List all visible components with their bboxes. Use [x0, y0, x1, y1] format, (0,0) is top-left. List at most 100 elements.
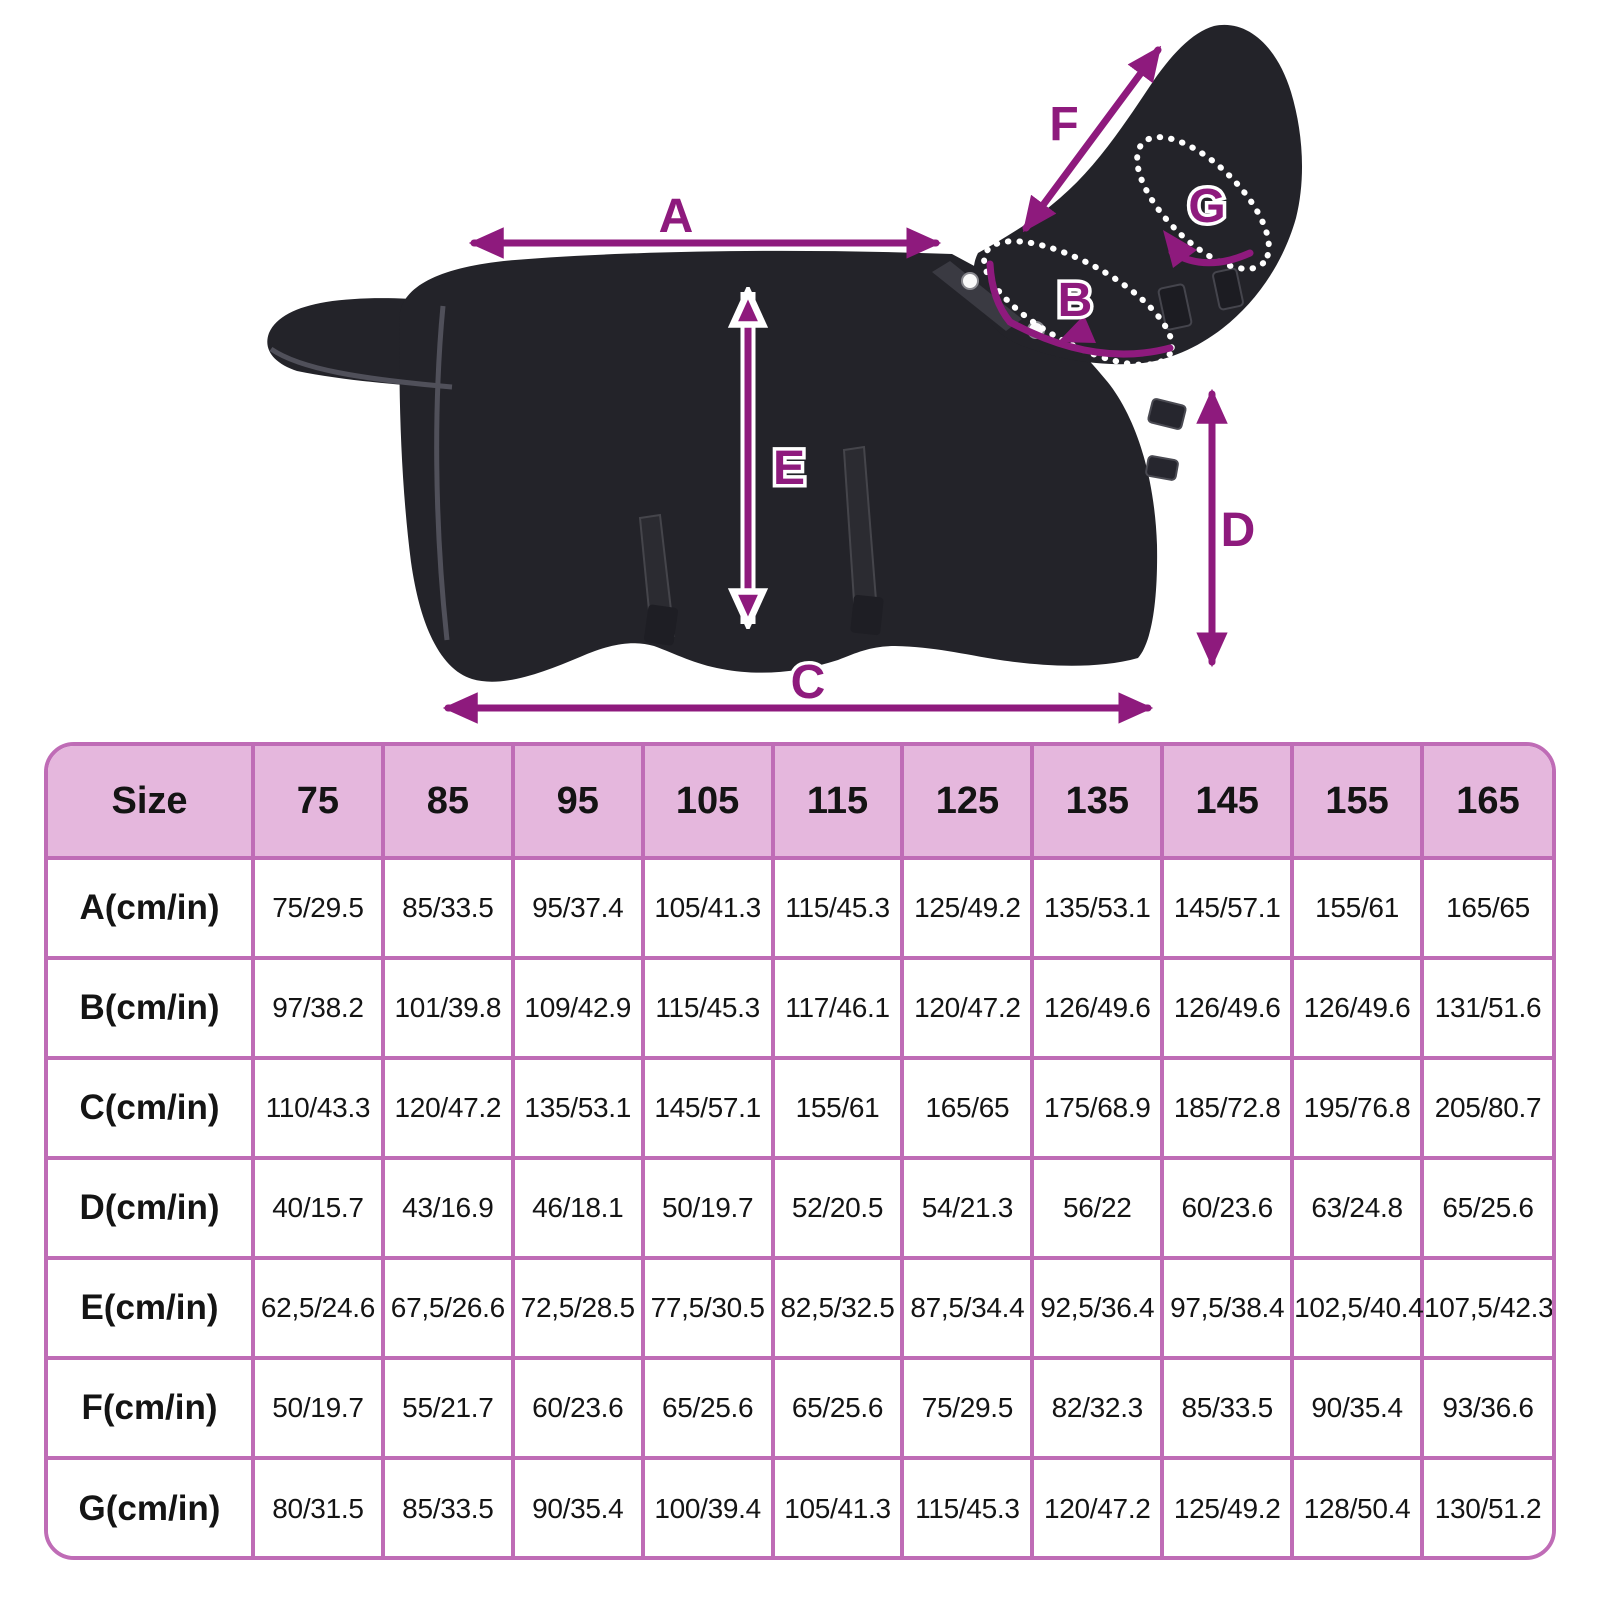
- table-cell: 155/61: [770, 1056, 905, 1160]
- table-cell: 43/16.9: [380, 1156, 515, 1260]
- front-leg-strap-buckle: [644, 604, 678, 646]
- table-cell: 50/19.7: [640, 1156, 775, 1260]
- size-column-header: 165: [1420, 746, 1552, 860]
- table-cell: 120/47.2: [380, 1056, 515, 1160]
- table-cell: 92,5/36.4: [1030, 1256, 1165, 1360]
- table-cell: 101/39.8: [380, 956, 515, 1060]
- table-cell: 126/49.6: [1160, 956, 1295, 1060]
- table-cell: 77,5/30.5: [640, 1256, 775, 1360]
- table-cell: 82/32.3: [1030, 1356, 1165, 1460]
- table-cell: 155/61: [1290, 856, 1425, 960]
- neck-base-measure-ellipse: [981, 238, 1175, 368]
- table-cell: 117/46.1: [770, 956, 905, 1060]
- size-column-header: 125: [900, 746, 1035, 860]
- table-cell: 115/45.3: [770, 856, 905, 960]
- measure-label-f: F: [1049, 98, 1078, 151]
- table-head: Size 75 85 95 105 115 125 135 145 155 165: [48, 746, 1552, 860]
- measure-label-c: C: [791, 656, 826, 709]
- table-cell: 120/47.2: [1030, 1456, 1165, 1556]
- table-row: F(cm/in) 50/19.7 55/21.7 60/23.6 65/25.6 65/2…: [48, 1356, 1552, 1460]
- row-label: D(cm/in): [48, 1156, 255, 1260]
- measure-arrow-f: [1022, 45, 1162, 233]
- table-cell: 62,5/24.6: [251, 1256, 385, 1360]
- row-label: G(cm/in): [48, 1456, 255, 1556]
- table-cell: 55/21.7: [380, 1356, 515, 1460]
- table-cell: 205/80.7: [1420, 1056, 1552, 1160]
- table-row: D(cm/in) 40/15.7 43/16.9 46/18.1 50/19.7 52/2…: [48, 1156, 1552, 1260]
- table-cell: 145/57.1: [640, 1056, 775, 1160]
- table-cell: 87,5/34.4: [900, 1256, 1035, 1360]
- table-cell: 82,5/32.5: [770, 1256, 905, 1360]
- measure-label-a: A: [659, 190, 694, 243]
- table-row: G(cm/in) 80/31.5 85/33.5 90/35.4 100/39.4 105…: [48, 1456, 1552, 1556]
- table-cell: 56/22: [1030, 1156, 1165, 1260]
- rear-strap-keeper-upper: [1147, 398, 1187, 430]
- table-cell: 125/49.2: [1160, 1456, 1295, 1556]
- table-row: B(cm/in) 97/38.2 101/39.8 109/42.9 115/45.3 1…: [48, 956, 1552, 1060]
- size-column-header: 155: [1290, 746, 1425, 860]
- table-cell: 60/23.6: [1160, 1156, 1295, 1260]
- neck-connector-strap: [932, 261, 1022, 331]
- rear-edge-binding: [434, 305, 450, 641]
- measure-arrow-g: [1163, 230, 1254, 268]
- table-cell: 102,5/40.4: [1290, 1256, 1425, 1360]
- table-cell: 85/33.5: [380, 1456, 515, 1556]
- rear-strap-keeper-lower: [1145, 455, 1179, 481]
- table-cell: 109/42.9: [510, 956, 645, 1060]
- table-cell: 105/41.3: [640, 856, 775, 960]
- table-cell: 97/38.2: [251, 956, 385, 1060]
- size-chart: Size 75 85 95 105 115 125 135 145 155 165 A(cm/in)…: [44, 742, 1556, 1560]
- table-body: A(cm/in) 75/29.5 85/33.5 95/37.4 105/41.3 115…: [48, 856, 1552, 1556]
- row-label: F(cm/in): [48, 1356, 255, 1460]
- table-cell: 128/50.4: [1290, 1456, 1425, 1556]
- row-label: E(cm/in): [48, 1256, 255, 1360]
- table-cell: 67,5/26.6: [380, 1256, 515, 1360]
- belly-strap-buckle: [850, 594, 884, 636]
- table-row: E(cm/in) 62,5/24.6 67,5/26.6 72,5/28.5 77,5/…: [48, 1256, 1552, 1360]
- measure-arrow-b: [986, 260, 1174, 358]
- table-cell: 95/37.4: [510, 856, 645, 960]
- size-column-header: 105: [640, 746, 775, 860]
- measure-label-d: D: [1221, 504, 1256, 557]
- table-cell: 131/51.6: [1420, 956, 1552, 1060]
- table-cell: 65/25.6: [640, 1356, 775, 1460]
- table-cell: 130/51.2: [1420, 1456, 1552, 1556]
- table-cell: 125/49.2: [900, 856, 1035, 960]
- size-column-header: 135: [1030, 746, 1165, 860]
- table-cell: 126/49.6: [1290, 956, 1425, 1060]
- table-cell: 100/39.4: [640, 1456, 775, 1556]
- table-cell: 165/65: [900, 1056, 1035, 1160]
- size-column-header: 75: [251, 746, 385, 860]
- table-cell: 40/15.7: [251, 1156, 385, 1260]
- table-cell: 54/21.3: [900, 1156, 1035, 1260]
- table-cell: 80/31.5: [251, 1456, 385, 1556]
- table-cell: 90/35.4: [1290, 1356, 1425, 1460]
- tail-flap-binding: [269, 346, 453, 390]
- table-cell: 126/49.6: [1030, 956, 1165, 1060]
- table-cell: 75/29.5: [251, 856, 385, 960]
- table-cell: 135/53.1: [510, 1056, 645, 1160]
- table-cell: 65/25.6: [1420, 1156, 1552, 1260]
- row-label: C(cm/in): [48, 1056, 255, 1160]
- table-cell: 85/33.5: [380, 856, 515, 960]
- table-cell: 97,5/38.4: [1160, 1256, 1295, 1360]
- table-cell: 165/65: [1420, 856, 1552, 960]
- table-cell: 120/47.2: [900, 956, 1035, 1060]
- size-column-header: 145: [1160, 746, 1295, 860]
- table-header-row: Size 75 85 95 105 115 125 135 145 155 165: [48, 746, 1552, 860]
- table-cell: 145/57.1: [1160, 856, 1295, 960]
- measure-label-e: E: [773, 442, 805, 495]
- table-cell: 72,5/28.5: [510, 1256, 645, 1360]
- table-cell: 75/29.5: [900, 1356, 1035, 1460]
- measure-label-g: G: [1188, 180, 1225, 233]
- table-cell: 185/72.8: [1160, 1056, 1295, 1160]
- neck-mid-measure-ellipse: [1134, 134, 1272, 272]
- table-cell: 50/19.7: [251, 1356, 385, 1460]
- table-cell: 115/45.3: [900, 1456, 1035, 1556]
- table-cell: 52/20.5: [770, 1156, 905, 1260]
- size-column-header: 85: [380, 746, 515, 860]
- horse-blanket-illustration: [267, 24, 1303, 682]
- table-cell: 135/53.1: [1030, 856, 1165, 960]
- table-cell: 85/33.5: [1160, 1356, 1295, 1460]
